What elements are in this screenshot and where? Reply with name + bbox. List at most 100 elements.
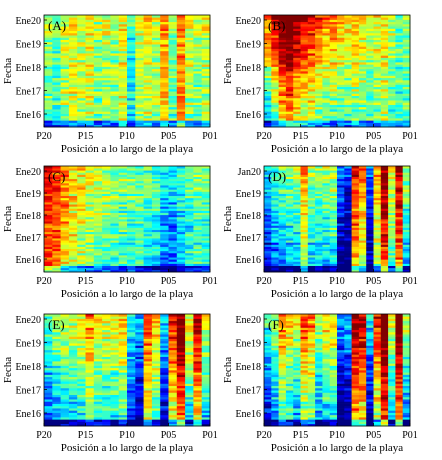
heatmap-cell xyxy=(366,37,374,40)
heatmap-cell xyxy=(395,195,404,199)
heatmap-cell xyxy=(185,174,194,177)
heatmap-cell xyxy=(143,124,153,128)
heatmap-cell xyxy=(68,412,78,416)
heatmap-cell xyxy=(351,267,360,271)
heatmap-cell xyxy=(201,267,211,271)
heatmap-cell xyxy=(135,325,144,328)
heatmap-cell xyxy=(329,66,338,70)
heatmap-cell xyxy=(285,44,294,47)
heatmap-cell xyxy=(127,172,136,175)
heatmap-cell xyxy=(151,269,161,273)
heatmap-cell xyxy=(264,261,272,264)
heatmap-cell xyxy=(52,376,61,380)
heatmap-cell xyxy=(373,248,382,252)
heatmap-cell xyxy=(52,46,61,49)
heatmap-cell xyxy=(366,180,374,184)
heatmap-cell xyxy=(344,233,352,237)
heatmap-cell xyxy=(68,37,78,40)
heatmap-cell xyxy=(344,252,352,256)
heatmap-cell xyxy=(60,225,70,228)
heatmap-cell xyxy=(380,44,389,47)
heatmap-cell xyxy=(264,32,272,36)
heatmap-cell xyxy=(344,193,352,197)
heatmap-cell xyxy=(93,255,103,258)
heatmap-cell xyxy=(337,210,345,213)
heatmap-cell xyxy=(201,244,211,247)
heatmap-cell xyxy=(44,195,53,199)
heatmap-cell xyxy=(151,248,161,252)
heatmap-cell xyxy=(143,417,153,420)
heatmap-cell xyxy=(60,84,70,88)
heatmap-cell xyxy=(102,423,111,427)
heatmap-cell xyxy=(402,62,411,65)
heatmap-cell xyxy=(135,53,144,56)
heatmap-cell xyxy=(201,23,211,27)
heatmap-cell xyxy=(402,202,411,205)
heatmap-cell xyxy=(402,111,411,114)
heatmap-cell xyxy=(315,115,323,119)
heatmap-cell xyxy=(102,176,111,180)
heatmap-cell xyxy=(168,365,178,369)
heatmap-cell xyxy=(315,240,323,243)
heatmap-cell xyxy=(388,17,396,20)
heatmap-cell xyxy=(110,111,120,114)
heatmap-cell xyxy=(44,390,53,393)
heatmap-cell xyxy=(151,202,161,205)
heatmap-cell xyxy=(176,401,186,404)
heatmap-cell xyxy=(127,261,136,264)
heatmap-cell xyxy=(77,95,86,99)
heatmap-cell xyxy=(185,212,194,216)
heatmap-cell xyxy=(395,26,404,29)
heatmap-cell xyxy=(143,345,153,348)
heatmap-cell xyxy=(110,365,120,369)
heatmap-cell xyxy=(388,263,396,266)
heatmap-cell xyxy=(193,263,203,266)
heatmap-cell xyxy=(176,28,186,32)
heatmap-cell xyxy=(300,106,309,110)
heatmap-cell xyxy=(135,73,144,76)
heatmap-cell xyxy=(329,75,338,79)
heatmap-cell xyxy=(151,185,161,188)
heatmap-cell xyxy=(143,100,153,103)
heatmap-cell xyxy=(102,229,111,233)
heatmap-cell xyxy=(185,387,194,391)
heatmap-cell xyxy=(271,53,279,56)
heatmap-cell xyxy=(93,68,103,72)
heatmap-cell xyxy=(395,250,404,254)
heatmap-cell xyxy=(110,263,120,266)
heatmap-cell xyxy=(278,113,287,117)
heatmap-cell xyxy=(201,265,211,269)
heatmap-cell xyxy=(315,174,323,177)
heatmap-cell xyxy=(402,242,411,245)
heatmap-cell xyxy=(143,423,153,427)
heatmap-cell xyxy=(285,225,294,228)
heatmap-cell xyxy=(85,39,95,43)
heatmap-cell xyxy=(93,185,103,188)
heatmap-cell xyxy=(143,267,153,271)
heatmap-cell xyxy=(329,225,338,228)
heatmap-cell xyxy=(358,32,367,36)
heatmap-cell xyxy=(193,57,203,61)
heatmap-cell xyxy=(185,214,194,218)
heatmap-cell xyxy=(143,178,153,182)
heatmap-cell xyxy=(127,82,136,85)
heatmap-cell xyxy=(351,265,360,269)
heatmap-cell xyxy=(307,257,316,260)
heatmap-cell xyxy=(351,84,360,88)
heatmap-cell xyxy=(293,71,301,74)
heatmap-cell xyxy=(380,185,389,188)
heatmap-cell xyxy=(44,252,53,256)
heatmap-cell xyxy=(118,180,128,184)
heatmap-cell xyxy=(380,53,389,56)
heatmap-cell xyxy=(329,106,338,110)
heatmap-cell xyxy=(143,202,153,205)
heatmap-cell xyxy=(102,189,111,192)
heatmap-cell xyxy=(118,124,128,128)
heatmap-cell xyxy=(102,48,111,52)
heatmap-cell xyxy=(143,93,153,96)
heatmap-cell xyxy=(77,378,86,382)
heatmap-cell xyxy=(264,250,272,254)
heatmap-cell xyxy=(402,26,411,29)
heatmap-cell xyxy=(110,71,120,74)
heatmap-cell xyxy=(193,195,203,199)
